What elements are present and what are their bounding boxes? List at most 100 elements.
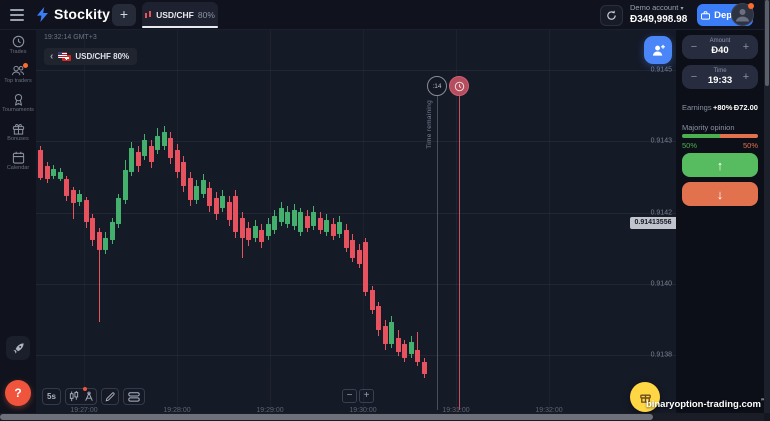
candle-body [304, 216, 310, 229]
candle-body [187, 177, 193, 200]
asset-tab[interactable]: USD/CHF 80% [142, 2, 218, 28]
zoom-out-button[interactable]: − [342, 389, 357, 403]
new-tab-button[interactable]: + [112, 4, 136, 26]
price-gridline [36, 70, 676, 71]
time-axis-label: 19:32:00 [535, 407, 563, 413]
candle-body [343, 230, 349, 249]
candle-body [252, 225, 258, 238]
horizontal-scrollbar-thumb[interactable] [0, 414, 653, 420]
chart-area[interactable]: 0.9145 0.9143 0.9142 0.9140 0.9138 19:27:00 19… [36, 30, 676, 413]
time-minus-button[interactable]: − [690, 71, 698, 83]
candle-body [337, 222, 342, 234]
timeframe-button[interactable]: 5s [42, 388, 61, 405]
gift-fab-button[interactable] [630, 382, 660, 412]
time-remaining-line [437, 96, 438, 410]
active-tab-underline [142, 26, 218, 28]
sidebar-item-calendar[interactable]: Calendar [0, 146, 36, 171]
buy-down-button[interactable]: ↓ [682, 182, 758, 206]
vertical-scrollbar-thumb[interactable] [765, 0, 769, 86]
time-axis-label: 19:30:00 [349, 407, 377, 413]
time-plus-button[interactable]: + [742, 71, 750, 83]
layers-icon [128, 391, 140, 402]
trophy-icon [14, 93, 22, 106]
candle-body [129, 147, 134, 172]
amount-stepper: − Amount Đ40 + [682, 35, 758, 59]
zoom-in-button[interactable]: + [359, 389, 374, 403]
clock-icon [454, 81, 464, 91]
sidebar-item-trades[interactable]: Trades [0, 30, 36, 55]
chevron-down-icon: ▾ [680, 6, 684, 12]
lightning-logo-icon [37, 6, 48, 22]
time-axis-label: 19:28:00 [163, 407, 191, 413]
amount-plus-button[interactable]: + [742, 41, 750, 53]
tab-asset-name: USD/CHF [156, 10, 194, 20]
clock-icon [12, 35, 24, 48]
promo-rocket-button[interactable] [6, 336, 30, 360]
candle-body [330, 223, 336, 237]
candle-body [265, 223, 271, 237]
majority-opinion-bar [682, 134, 758, 138]
candle-body [122, 170, 128, 200]
candle-body [298, 211, 303, 232]
price-gridline [36, 283, 676, 285]
candle-body [142, 139, 147, 157]
hamburger-menu-icon[interactable] [10, 9, 24, 21]
time-gridline [456, 30, 457, 413]
top-bar: Stockity + USD/CHF 80% Demo account ▾ Đ3… [0, 0, 764, 30]
candle-body [402, 343, 407, 358]
candle-body [70, 190, 76, 203]
social-trading-button[interactable] [644, 36, 672, 64]
refresh-button[interactable] [600, 5, 623, 26]
sidebar-item-top-traders[interactable]: Top traders [0, 59, 36, 84]
majority-up-segment [682, 134, 720, 138]
price-axis-label: 0.9143 [650, 137, 672, 145]
help-button[interactable]: ? [5, 380, 31, 406]
zoom-controls: − + [342, 389, 374, 403]
account-switcher[interactable]: Demo account ▾ Đ349,998.98 [630, 3, 692, 25]
candle-body [311, 211, 316, 226]
drawing-tools-button[interactable] [101, 388, 119, 405]
earnings-label: Earnings [682, 103, 712, 112]
candle-body [421, 361, 427, 374]
sidebar-item-bonuses[interactable]: Bonuses [0, 117, 36, 142]
candle-body [226, 202, 232, 220]
amount-minus-button[interactable]: − [690, 41, 698, 53]
tab-payout: 80% [197, 10, 215, 20]
brand-name: Stockity [54, 6, 111, 22]
watermark-mark: ” [761, 399, 764, 405]
candle-body [148, 145, 154, 162]
time-remaining-label: Time remaining [426, 100, 433, 149]
account-balance: Đ349,998.98 [630, 14, 688, 25]
candle-body [200, 179, 206, 194]
chart-type-button[interactable] [65, 387, 97, 405]
candle-body [278, 208, 284, 223]
layout-button[interactable] [123, 388, 145, 405]
time-value[interactable]: 19:33 [707, 75, 733, 86]
time-gridline [363, 30, 364, 413]
candle-body [389, 321, 394, 344]
candle-wick [72, 187, 74, 220]
candlestick-icon [69, 391, 78, 402]
time-stepper: − Time 19:33 + [682, 65, 758, 89]
left-sidebar: Trades Top traders Tournaments Bonuses C… [0, 30, 36, 413]
back-chevron-icon[interactable]: ‹ [50, 51, 54, 62]
majority-down-percent: 50% [742, 141, 758, 150]
avatar[interactable] [731, 3, 754, 26]
candle-body [350, 239, 355, 258]
price-gridline [36, 141, 676, 143]
amount-value[interactable]: Đ40 [711, 45, 729, 56]
user-icon [736, 9, 749, 22]
horizontal-scrollbar[interactable] [0, 413, 764, 421]
asset-selector-pill[interactable]: ‹ USD/CHF 80% [44, 48, 138, 65]
sidebar-item-tournaments[interactable]: Tournaments [0, 88, 36, 113]
brand-logo: Stockity [36, 6, 110, 22]
candle-body [77, 193, 82, 203]
candle-body [90, 217, 95, 240]
gift-icon [12, 124, 24, 135]
buy-up-button[interactable]: ↑ [682, 153, 758, 177]
majority-opinion-label: Majority opinion [682, 123, 735, 132]
candle-body [233, 196, 238, 232]
candle-body [83, 199, 89, 223]
pair-trend-icon [145, 11, 152, 19]
vertical-scrollbar[interactable] [764, 0, 770, 421]
